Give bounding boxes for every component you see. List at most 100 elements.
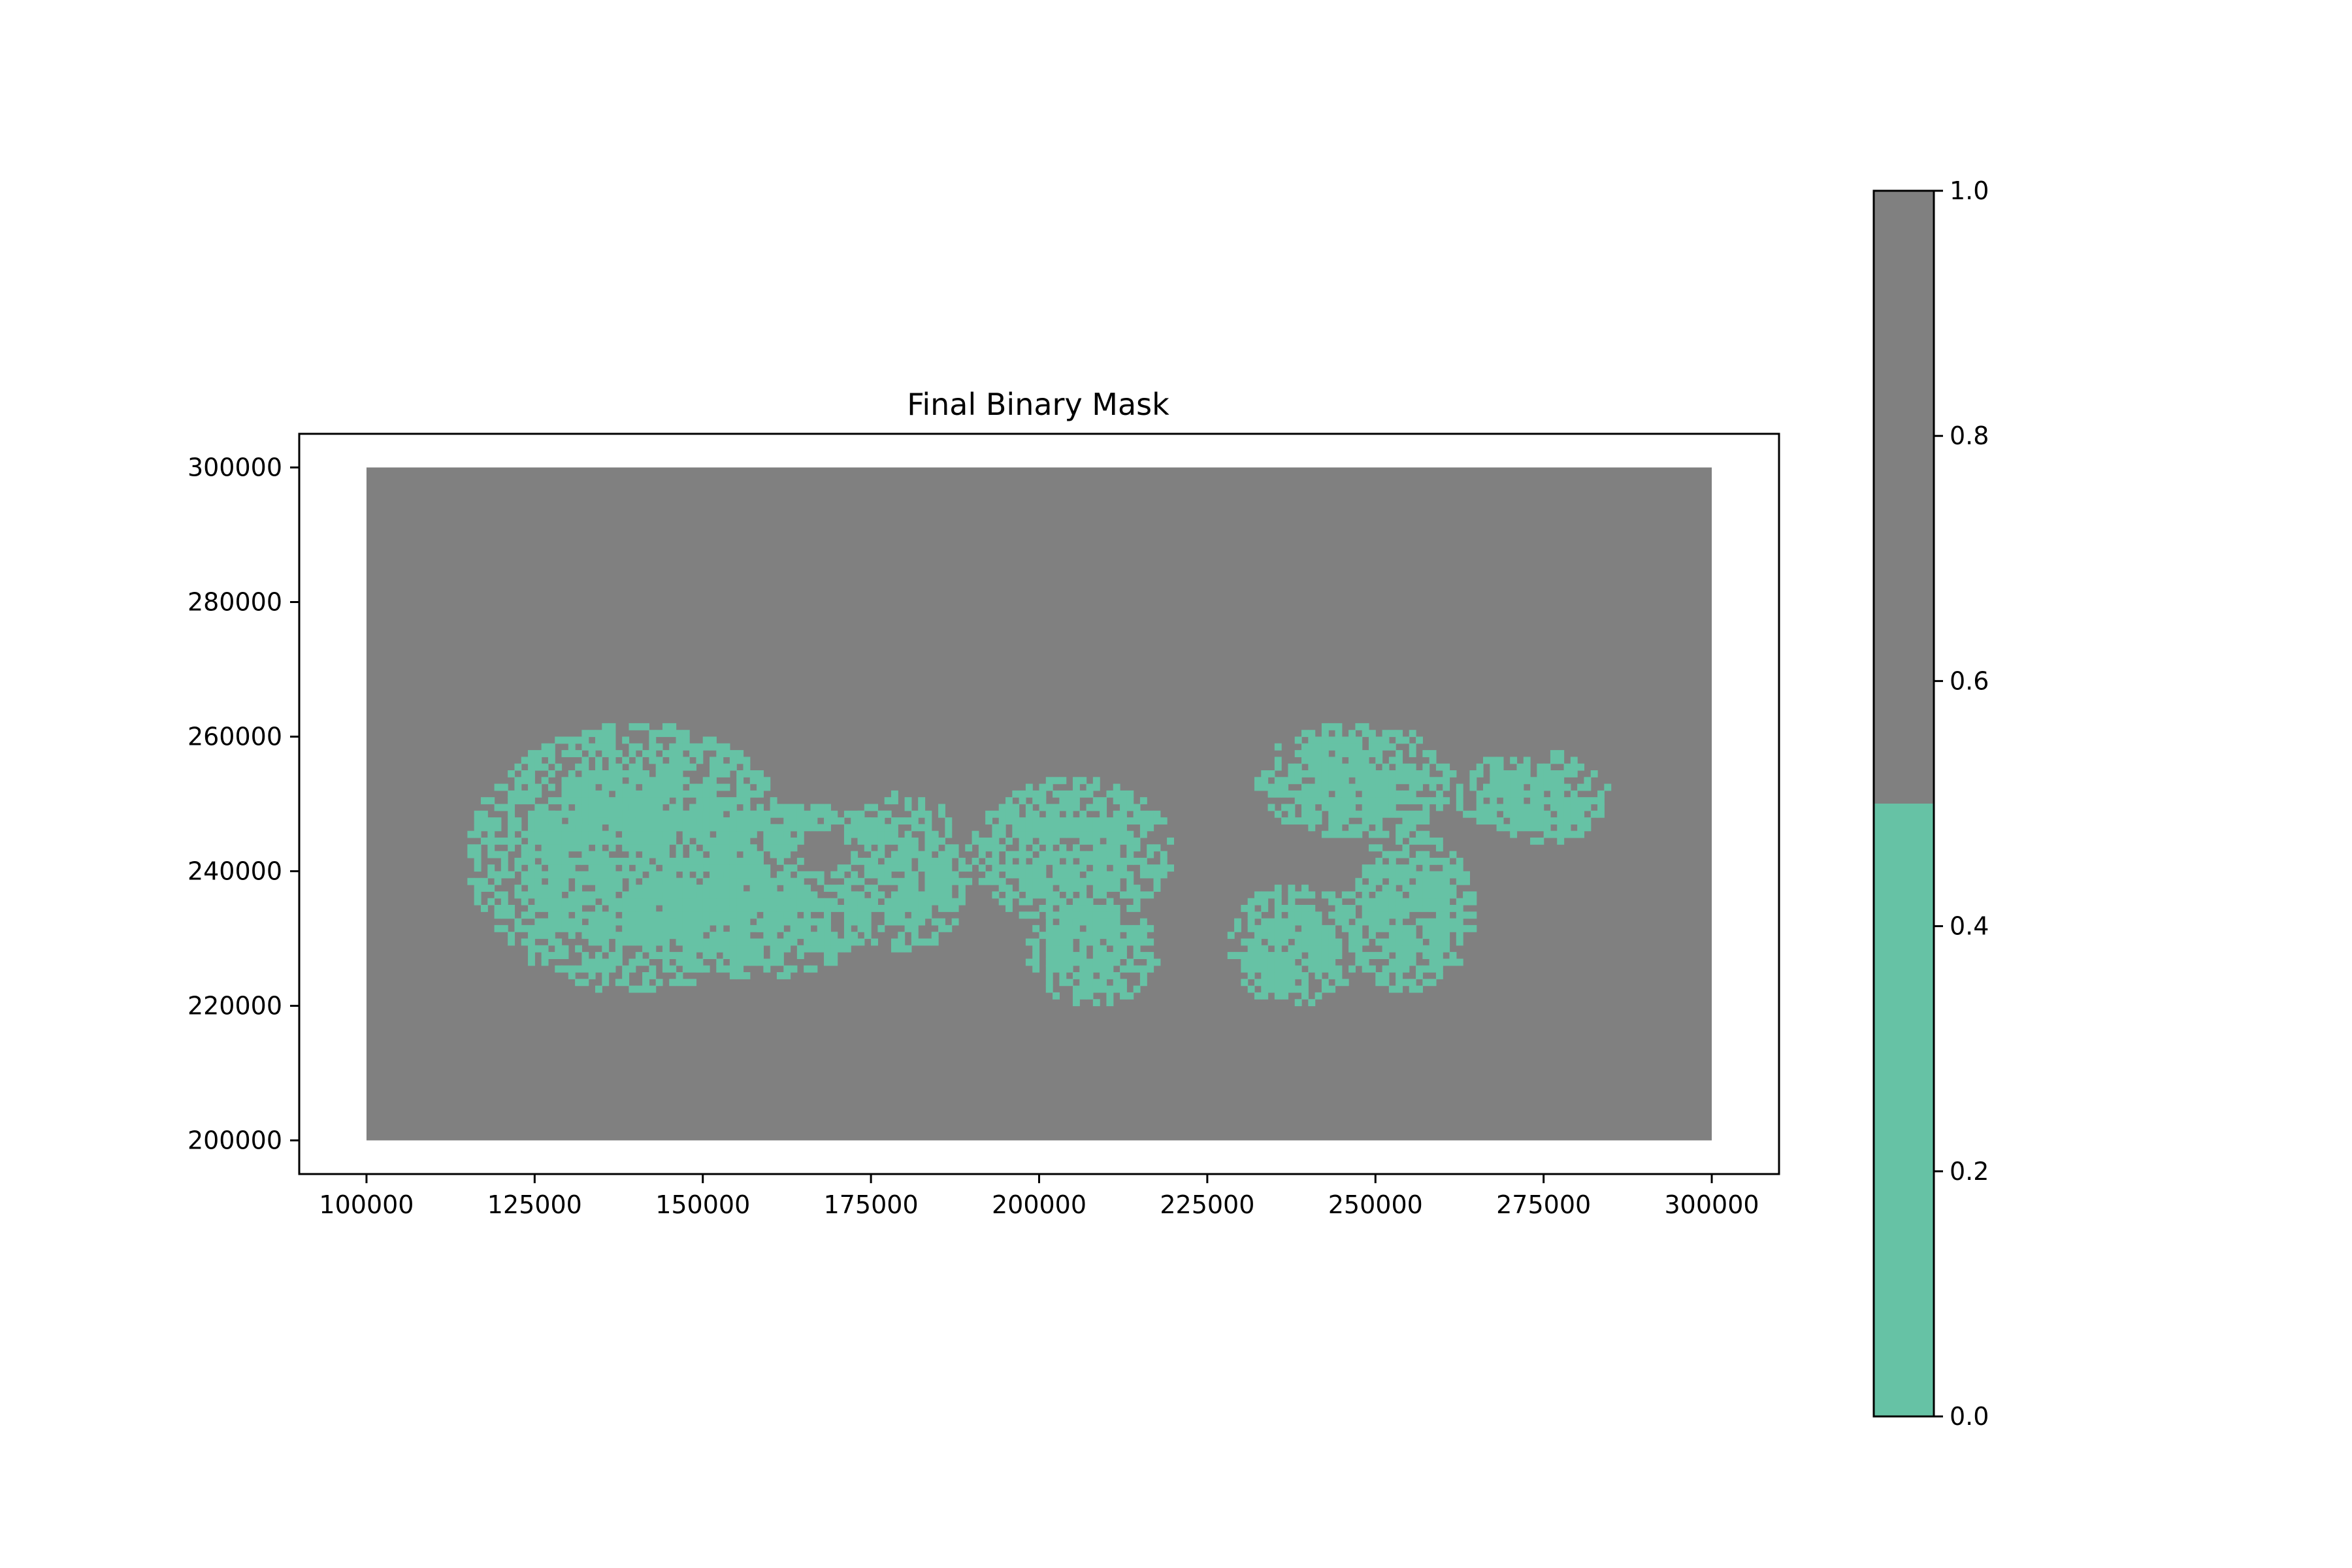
mask-cell xyxy=(1355,958,1363,966)
mask-cell xyxy=(743,864,751,872)
mask-cell xyxy=(1516,770,1524,777)
mask-cell xyxy=(911,877,919,885)
mask-cell xyxy=(1274,932,1282,939)
mask-cell xyxy=(534,945,542,953)
mask-cell xyxy=(1072,918,1080,926)
mask-cell xyxy=(770,898,777,906)
mask-cell xyxy=(1039,885,1047,892)
mask-cell xyxy=(1543,830,1551,838)
mask-cell xyxy=(1247,924,1255,932)
mask-cell xyxy=(702,898,710,906)
mask-cell xyxy=(898,891,906,899)
mask-cell xyxy=(487,851,495,858)
mask-cell xyxy=(528,770,535,777)
mask-cell xyxy=(1254,958,1262,966)
mask-cell xyxy=(1100,979,1107,987)
mask-cell xyxy=(662,857,670,865)
mask-cell xyxy=(1476,763,1484,771)
mask-cell xyxy=(642,924,649,932)
mask-cell xyxy=(1402,810,1410,818)
mask-cell xyxy=(723,844,730,852)
mask-cell xyxy=(1092,924,1100,932)
mask-cell xyxy=(776,905,784,912)
mask-cell xyxy=(884,898,892,906)
mask-cell xyxy=(729,810,737,818)
mask-cell xyxy=(480,838,488,845)
mask-cell xyxy=(985,857,993,865)
mask-cell xyxy=(561,844,569,852)
mask-cell xyxy=(1409,952,1416,959)
mask-cell xyxy=(1375,810,1383,818)
mask-cell xyxy=(877,905,885,912)
mask-cell xyxy=(763,938,771,946)
mask-cell xyxy=(1375,918,1383,926)
mask-cell xyxy=(1053,777,1060,785)
mask-cell xyxy=(945,891,953,899)
mask-cell xyxy=(710,911,717,919)
mask-cell xyxy=(615,824,623,832)
mask-cell xyxy=(871,885,879,892)
mask-cell xyxy=(1449,770,1457,777)
mask-cell xyxy=(776,824,784,832)
mask-cell xyxy=(1294,999,1302,1007)
mask-cell xyxy=(1126,965,1134,973)
mask-cell xyxy=(521,830,529,838)
mask-cell xyxy=(588,932,596,939)
mask-cell xyxy=(1025,817,1033,825)
mask-cell xyxy=(1025,783,1033,791)
mask-cell xyxy=(534,838,542,845)
mask-cell xyxy=(723,797,730,805)
mask-cell xyxy=(783,844,791,852)
mask-cell xyxy=(1120,838,1127,845)
mask-cell xyxy=(1012,864,1020,872)
mask-cell xyxy=(595,777,602,785)
mask-cell xyxy=(1409,797,1416,805)
mask-cell xyxy=(871,851,879,858)
mask-cell xyxy=(1435,905,1443,912)
mask-cell xyxy=(1126,817,1134,825)
mask-cell xyxy=(1308,810,1316,818)
mask-cell xyxy=(1288,972,1296,979)
mask-cell xyxy=(1059,924,1067,932)
mask-cell xyxy=(655,838,663,845)
mask-cell xyxy=(843,838,851,845)
mask-cell xyxy=(1483,804,1490,811)
mask-cell xyxy=(1335,730,1343,738)
mask-cell xyxy=(1429,932,1437,939)
mask-cell xyxy=(1045,838,1053,845)
mask-cell xyxy=(682,763,690,771)
mask-cell xyxy=(891,817,898,825)
mask-cell xyxy=(1388,797,1396,805)
mask-cell xyxy=(1348,911,1356,919)
mask-cell xyxy=(1422,763,1430,771)
mask-cell xyxy=(1396,924,1403,932)
mask-cell xyxy=(649,985,657,993)
mask-cell xyxy=(1086,965,1094,973)
mask-cell xyxy=(676,783,683,791)
mask-cell xyxy=(581,777,589,785)
mask-cell xyxy=(884,824,892,832)
mask-cell xyxy=(635,905,643,912)
mask-cell xyxy=(871,891,879,899)
mask-cell xyxy=(710,810,717,818)
mask-cell xyxy=(541,838,549,845)
mask-cell xyxy=(602,736,610,744)
mask-cell xyxy=(1139,824,1147,832)
mask-cell xyxy=(1059,824,1067,832)
mask-cell xyxy=(547,952,555,959)
mask-cell xyxy=(682,938,690,946)
mask-cell xyxy=(1416,736,1423,744)
mask-cell xyxy=(1341,911,1349,919)
mask-cell xyxy=(682,790,690,798)
mask-cell xyxy=(662,918,670,926)
mask-cell xyxy=(1537,824,1544,832)
mask-cell xyxy=(474,851,482,858)
mask-cell xyxy=(561,945,569,953)
mask-cell xyxy=(938,877,945,885)
mask-cell xyxy=(1301,757,1309,764)
mask-cell xyxy=(1066,871,1073,879)
mask-cell xyxy=(588,790,596,798)
mask-cell xyxy=(1092,851,1100,858)
mask-cell xyxy=(796,898,804,906)
mask-cell xyxy=(877,851,885,858)
